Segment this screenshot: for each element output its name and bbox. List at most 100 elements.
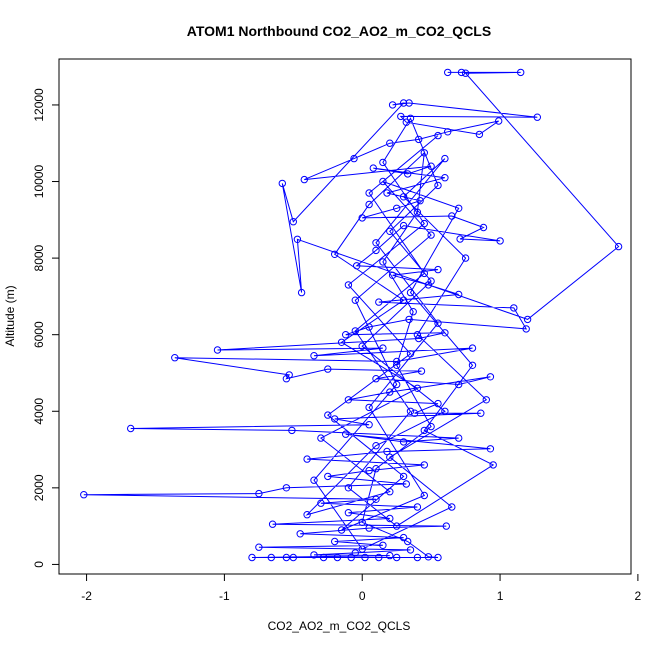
data-point [379,258,387,266]
data-point [282,375,291,383]
y-tick-label: 10000 [32,165,46,199]
data-point [365,189,373,197]
data-point [420,491,428,500]
data-point [461,69,470,77]
x-tick-label: -1 [219,589,230,603]
y-axis-label: Altitude (m) [3,285,17,346]
data-point [372,495,380,503]
data-point [379,344,387,352]
data-point [289,553,297,562]
series-line [83,71,620,558]
data-point [427,162,435,170]
data-point [386,514,394,523]
data-point [413,331,422,339]
data-point [406,350,415,358]
data-point [386,388,394,396]
data-point [517,68,525,77]
data-point [533,113,541,121]
data-point [375,298,383,306]
data-point [413,553,422,562]
data-point [303,511,311,519]
x-tick-label: 1 [497,589,504,603]
data-point [427,422,435,431]
data-point [420,426,428,435]
data-point [441,174,449,182]
data-point [365,524,373,532]
data-point [365,403,373,412]
data-point [80,491,88,499]
data-point [444,68,452,77]
data-point [455,290,463,299]
data-point [267,553,275,562]
data-point [468,344,477,352]
data-point [399,438,408,446]
data-point [369,164,377,172]
data-point [358,342,366,350]
data-point [495,117,503,125]
data-point [303,455,311,463]
data-point [350,154,358,163]
data-point [405,99,413,107]
data-point [268,520,277,528]
data-point [310,476,318,484]
data-point [523,315,532,324]
data-point [278,179,286,188]
data-point [255,489,263,498]
data-point [331,537,339,546]
data-point [358,518,366,526]
data-point [375,553,383,562]
data-point [317,434,325,442]
y-tick-label: 8000 [32,244,46,271]
data-point [402,480,410,488]
data-point [372,442,380,450]
data-series [80,68,623,562]
data-point [522,325,530,333]
data-point [434,553,442,562]
data-point [489,461,497,469]
data-point [455,434,463,442]
data-point [358,214,366,222]
data-point [342,331,350,339]
data-point [255,543,263,551]
data-point [399,296,408,304]
data-point [468,361,477,369]
data-point [406,114,415,123]
data-point [455,380,463,389]
data-point [404,170,412,178]
data-point [372,375,380,383]
data-point [424,553,433,561]
data-point [300,175,308,184]
y-tick-label: 6000 [32,321,46,348]
data-point [342,430,350,438]
data-point [434,399,442,408]
data-point [353,262,361,270]
data-point [448,503,456,511]
y-tick-label: 4000 [32,398,46,425]
data-point [486,445,495,453]
data-point [288,426,296,435]
x-axis: -2 -1 0 1 2 [81,574,642,603]
data-point [293,235,302,244]
data-point [461,254,470,262]
data-point [282,553,291,562]
data-point [379,541,387,549]
data-point [388,101,397,109]
data-point [441,154,449,163]
data-point [420,461,428,469]
data-point [324,365,332,373]
data-point [386,488,394,496]
data-point [399,533,408,542]
data-point [347,553,355,562]
data-point [417,367,426,375]
data-point [248,553,256,562]
data-point [358,545,366,553]
data-point [413,503,422,511]
chart-title: ATOM1 Northbound CO2_AO2_m_CO2_QCLS [187,23,491,39]
data-point [297,288,306,297]
data-point [331,415,339,423]
data-point [455,204,463,213]
data-point [420,149,428,157]
data-point [420,269,428,278]
data-point [486,373,495,381]
